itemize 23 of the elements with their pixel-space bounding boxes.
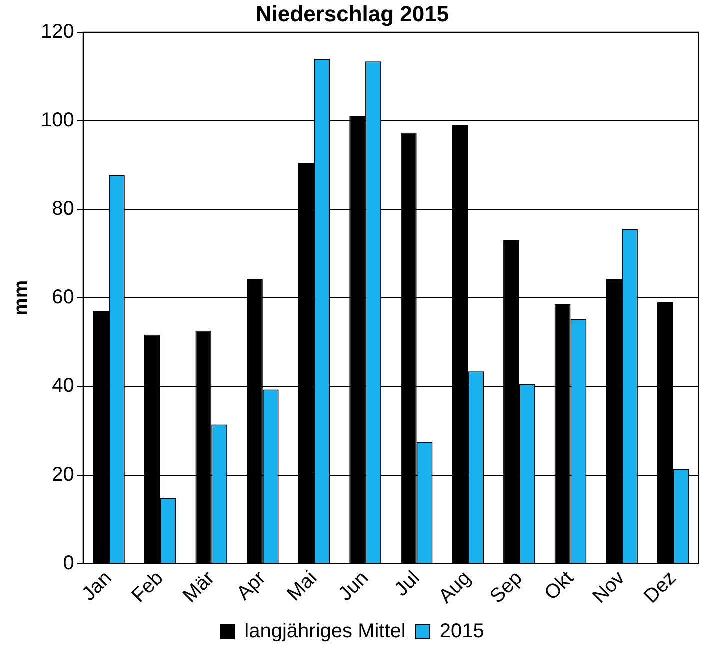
x-tick-label: Jul bbox=[390, 567, 424, 601]
x-tick-label: Feb bbox=[128, 567, 168, 608]
x-tick-label: Nov bbox=[588, 567, 630, 608]
x-tick-label: Mai bbox=[283, 567, 322, 606]
x-tick-label: Okt bbox=[540, 566, 578, 605]
x-tick-label: Mär bbox=[179, 567, 220, 608]
x-tick-label: Jan bbox=[78, 567, 116, 606]
y-tick-label: 40 bbox=[52, 375, 74, 398]
x-tick-label: Apr bbox=[232, 566, 271, 605]
y-tick-label: 80 bbox=[52, 198, 74, 220]
y-tick-label: 120 bbox=[40, 20, 74, 43]
x-tick-label: Sep bbox=[486, 567, 527, 608]
y-axis-title: mm bbox=[10, 280, 33, 316]
y-tick-label: 20 bbox=[52, 464, 74, 486]
chart-title: Niederschlag 2015 bbox=[256, 1, 450, 26]
legend-label: langjähriges Mittel bbox=[244, 620, 406, 643]
y-tick-label: 0 bbox=[63, 552, 74, 574]
x-tick-label: Jun bbox=[334, 567, 373, 606]
y-tick-label: 100 bbox=[40, 109, 74, 132]
y-tick-label: 60 bbox=[52, 286, 74, 309]
legend-label: 2015 bbox=[440, 620, 484, 643]
x-tick-label: Dez bbox=[640, 567, 681, 608]
x-tick-label: Aug bbox=[434, 567, 476, 608]
